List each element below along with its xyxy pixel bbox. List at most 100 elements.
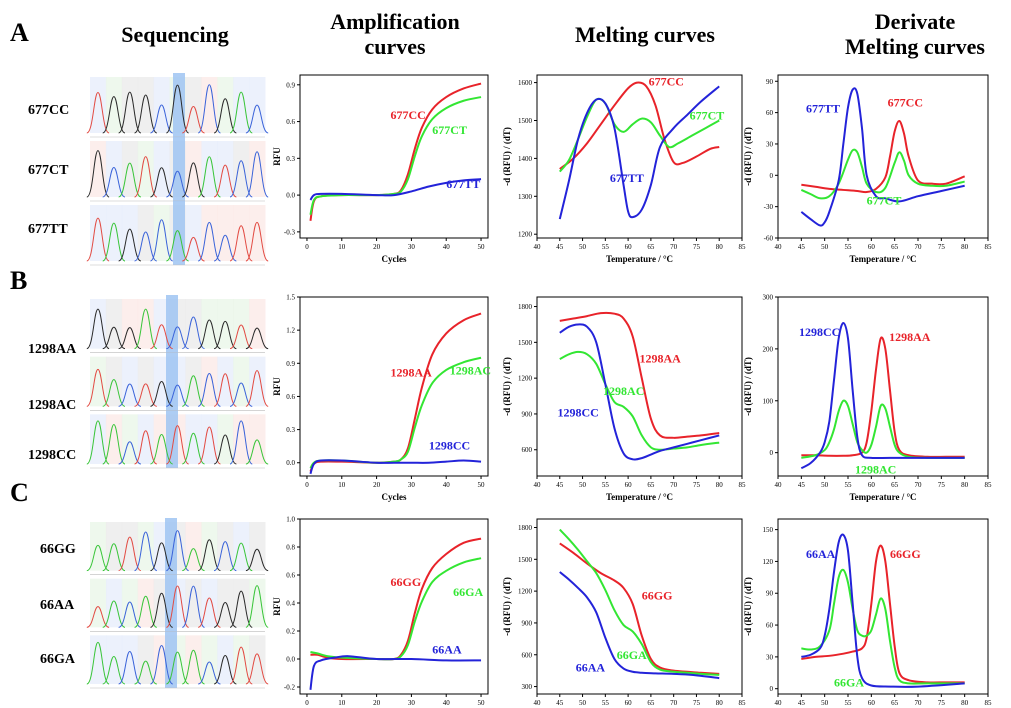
x-tick-label: 55 (602, 699, 610, 707)
seq-label-1298cc: 1298CC (28, 448, 77, 463)
x-tick-label: 55 (845, 243, 853, 251)
y-tick-label: 1.5 (286, 294, 295, 302)
x-tick-label: 65 (647, 699, 655, 707)
y-tick-label: 60 (766, 622, 774, 630)
chromatogram-band (201, 414, 218, 464)
chromatogram-band (169, 205, 186, 261)
chromatogram-band (249, 356, 266, 407)
chromatogram-band (169, 635, 186, 684)
chromatogram-peak (86, 641, 110, 685)
x-tick-label: 60 (625, 481, 633, 489)
chromatogram-peak (166, 230, 189, 262)
series-label-677tt: 677TT (446, 177, 480, 191)
series-line-1298ac (801, 399, 965, 459)
chromatogram-band (169, 578, 186, 628)
chromatogram-peak (181, 585, 206, 628)
series-label-677ct: 677CT (867, 194, 902, 208)
x-tick-label: 80 (961, 481, 969, 489)
chromatogram-band (105, 414, 123, 464)
chromatogram-band (105, 356, 123, 407)
series-line-677tt (309, 178, 482, 201)
chromatogram-band (185, 141, 202, 197)
x-tick-label: 0 (305, 243, 309, 251)
series-label-66ga: 66GA (617, 648, 647, 662)
x-tick-label: 40 (775, 699, 783, 707)
row-letter-b: B (10, 266, 28, 295)
variant-highlight (165, 574, 177, 632)
y-axis-label: -d (RFU) / (dT) (502, 127, 512, 186)
chart-A-melt: 40 45 50 55 60 65 70 75 80 85 1200 1300 1400 1500 1600… (502, 74, 747, 264)
x-tick-label: 10 (338, 243, 346, 251)
x-tick-label: 10 (338, 481, 346, 489)
x-tick-label: 75 (693, 699, 701, 707)
x-tick-label: 50 (579, 481, 587, 489)
y-tick-label: 120 (763, 558, 774, 566)
chromatogram-band (249, 635, 266, 684)
y-axis-label: RFU (272, 377, 282, 396)
series-line-677ct (558, 97, 720, 173)
chromatogram-peak (197, 661, 221, 685)
chromatogram-band (233, 77, 250, 133)
plot-frame (536, 518, 743, 695)
series-label-66aa: 66AA (432, 642, 462, 656)
y-tick-label: 900 (522, 619, 533, 627)
x-tick-label: 30 (408, 699, 416, 707)
chromatogram-band (90, 356, 107, 407)
x-tick-label: 75 (938, 481, 946, 489)
x-tick-label: 60 (625, 243, 633, 251)
chromatogram-band (249, 299, 266, 349)
seq-label-66ga: 66GA (40, 652, 75, 667)
x-tick-label: 85 (739, 243, 747, 251)
chromatogram-band (121, 141, 139, 197)
chromatogram-peak (150, 434, 173, 465)
x-axis-label: Temperature / °C (606, 492, 673, 502)
chromatogram-band (90, 141, 107, 197)
y-tick-label: 0.6 (286, 118, 295, 126)
chromatogram-peak (118, 650, 142, 685)
series-line-1298aa (559, 311, 720, 439)
x-tick-label: 45 (556, 243, 564, 251)
chromatogram-band (153, 414, 171, 464)
series-line-66aa (801, 533, 965, 688)
x-tick-label: 40 (534, 243, 542, 251)
chromatogram-peak (102, 166, 126, 198)
chromatogram-peak (229, 225, 253, 262)
chromatogram-peak (118, 383, 142, 407)
x-tick-label: 65 (891, 481, 899, 489)
chromatogram-peak (150, 381, 173, 407)
series-label-1298cc: 1298CC (558, 405, 599, 419)
chart-C-amp: 01020304050-0.20.00.20.40.60.81.0CyclesR… (272, 516, 489, 707)
x-tick-label: 85 (985, 481, 993, 489)
y-axis-label: RFU (272, 147, 282, 166)
series-label-1298aa: 1298AA (889, 330, 931, 344)
chromatogram-band (137, 205, 155, 261)
x-tick-label: 40 (443, 481, 451, 489)
chromatogram-band (137, 635, 155, 684)
x-tick-label: 65 (647, 243, 655, 251)
variant-highlight (173, 137, 185, 201)
chromatogram-peak (197, 84, 221, 134)
chromatogram-peak (245, 548, 269, 572)
series-line-66gg (559, 542, 720, 675)
chromatogram-band (137, 356, 155, 407)
x-tick-label: 70 (915, 481, 923, 489)
chromatogram-band (121, 205, 139, 261)
chromatogram-band (233, 299, 250, 349)
seq-label-66gg: 66GG (40, 542, 76, 557)
x-tick-label: 45 (798, 243, 806, 251)
chromatogram-peak (197, 319, 221, 350)
y-tick-label: -60 (764, 235, 774, 243)
chromatogram-peak (213, 234, 237, 262)
y-tick-label: 150 (763, 526, 774, 534)
series-line-1298cc (309, 459, 482, 475)
y-tick-label: 0.9 (286, 81, 295, 89)
x-tick-label: 40 (443, 243, 451, 251)
series-label-677ct: 677CT (432, 123, 467, 137)
chromatogram-peak (245, 653, 269, 685)
chromatogram-peak (182, 432, 205, 465)
x-tick-label: 40 (443, 699, 451, 707)
x-tick-label: 80 (716, 481, 724, 489)
x-axis-label: Temperature / °C (849, 254, 916, 264)
chromatogram-peak (229, 91, 253, 134)
